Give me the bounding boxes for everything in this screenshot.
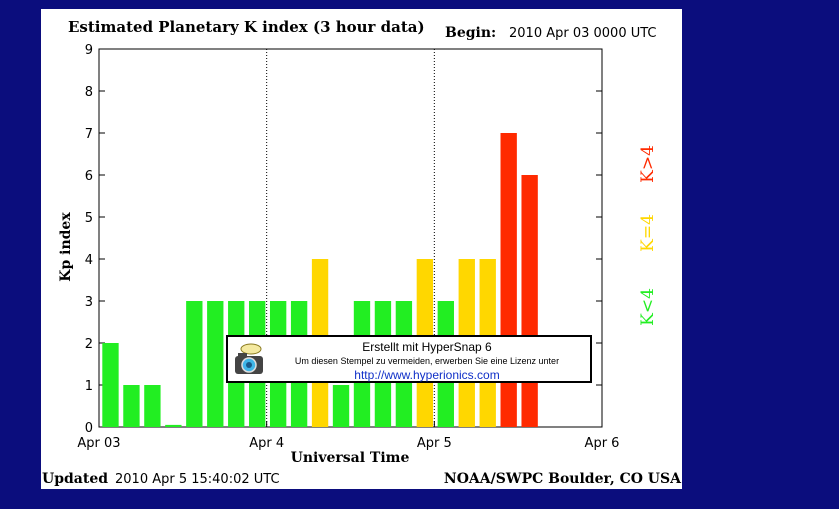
y-tick-label: 7 [85, 127, 93, 142]
y-tick-label: 6 [85, 169, 93, 184]
kp-bar [332, 385, 350, 427]
begin-label: Begin: [445, 25, 496, 41]
legend-label: K<4 [638, 288, 658, 326]
kp-bar [102, 343, 119, 427]
y-tick-label: 1 [85, 379, 93, 394]
stamp-link[interactable]: http://www.hyperionics.com [354, 368, 500, 382]
kp-chart: Estimated Planetary K index (3 hour data… [42, 18, 682, 487]
x-tick-label: Apr 6 [585, 436, 620, 451]
stamp-title: Erstellt mit HyperSnap 6 [362, 340, 492, 354]
kp-bar [521, 175, 538, 427]
legend: K<4 K=4 K>4 [638, 145, 658, 326]
legend-label: K=4 [638, 214, 658, 252]
plot-area: 0 1 2 3 4 5 6 7 8 9 Apr 03 Apr 4 Apr 5 Apr 6 [77, 43, 619, 451]
kp-bar [123, 385, 140, 427]
updated-value: 2010 Apr 5 15:40:02 UTC [115, 472, 280, 487]
x-tick-label: Apr 4 [249, 436, 284, 451]
begin-value: 2010 Apr 03 0000 UTC [509, 26, 657, 41]
y-tick-label: 0 [85, 421, 93, 436]
y-tick-label: 3 [85, 295, 93, 310]
updated-label: Updated [42, 471, 108, 487]
kp-bar [207, 301, 224, 427]
y-tick-label: 2 [85, 337, 93, 352]
y-tick-label: 5 [85, 211, 93, 226]
y-tick-label: 4 [85, 253, 93, 268]
kp-bar [165, 424, 182, 427]
kp-bar [186, 301, 203, 427]
chart-title: Estimated Planetary K index (3 hour data… [68, 18, 425, 36]
hypersnap-stamp: Erstellt mit HyperSnap 6 Um diesen Stemp… [226, 335, 592, 383]
y-tick-label: 9 [85, 43, 93, 58]
stamp-notice: Um diesen Stempel zu vermeiden, erwerben… [294, 356, 560, 366]
kp-bar [144, 385, 161, 427]
chart-panel: Estimated Planetary K index (3 hour data… [41, 9, 682, 489]
x-tick-label: Apr 03 [77, 436, 120, 451]
plot-frame [98, 48, 603, 428]
x-axis-label: Universal Time [291, 450, 410, 466]
y-tick-label: 8 [85, 85, 93, 100]
camera-icon [235, 343, 263, 374]
y-axis-label: Kp index [58, 212, 74, 282]
legend-label: K>4 [638, 145, 658, 183]
x-tick-label: Apr 5 [417, 436, 452, 451]
source-credit: NOAA/SWPC Boulder, CO USA [444, 471, 682, 487]
